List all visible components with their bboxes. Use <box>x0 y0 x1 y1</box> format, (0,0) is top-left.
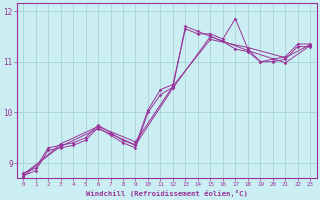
X-axis label: Windchill (Refroidissement éolien,°C): Windchill (Refroidissement éolien,°C) <box>86 190 248 197</box>
